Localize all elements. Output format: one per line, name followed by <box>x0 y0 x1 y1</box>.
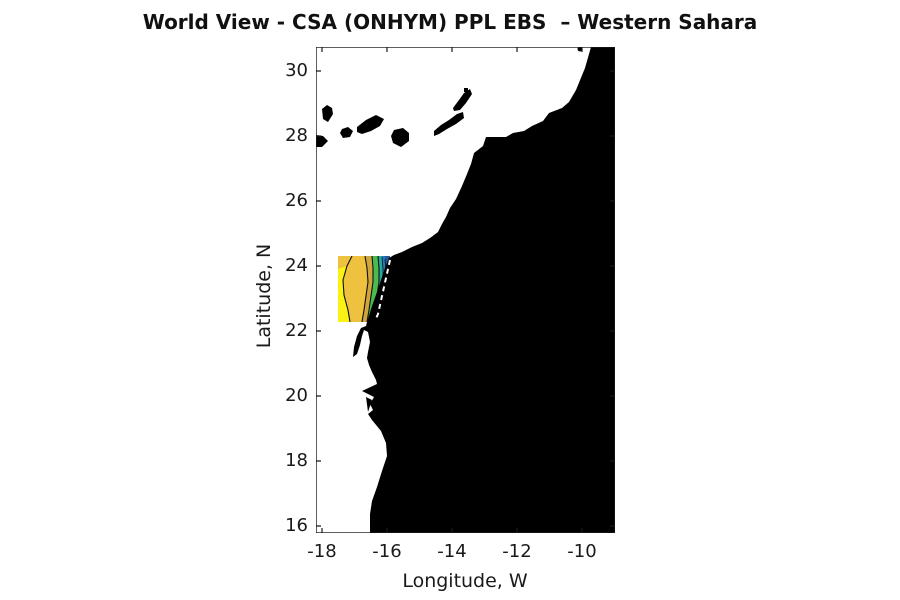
island-tenerife <box>357 115 384 134</box>
x-axis-label: Longitude, W <box>402 570 528 592</box>
island-la-gomera <box>340 127 353 138</box>
y-tick-label: 30 <box>285 60 308 81</box>
island-gran-canaria <box>391 128 409 147</box>
x-tick-label: -16 <box>372 541 402 562</box>
y-tick-label: 20 <box>285 385 308 406</box>
axis-ticks <box>316 47 615 533</box>
islet-offshore <box>577 47 583 52</box>
landmass-africa <box>353 47 615 533</box>
x-tick-label: -14 <box>437 541 467 562</box>
canary-islands <box>316 47 583 147</box>
y-tick-label: 26 <box>285 190 308 211</box>
island-la-graciosa <box>464 88 468 92</box>
island-fuerteventura <box>434 112 464 136</box>
y-tick-label: 16 <box>285 515 308 536</box>
island-la-palma <box>322 105 333 122</box>
island-el-hierro <box>316 135 328 147</box>
y-tick-label: 18 <box>285 450 308 471</box>
island-tidra <box>366 397 372 412</box>
x-tick-label: -18 <box>307 541 337 562</box>
map-plot <box>316 47 615 533</box>
coast-dashed-line <box>374 259 391 322</box>
y-tick-label: 22 <box>285 320 308 341</box>
figure-title: World View - CSA (ONHYM) PPL EBS – Weste… <box>142 10 758 34</box>
island-lanzarote <box>453 89 472 111</box>
y-tick-label: 28 <box>285 125 308 146</box>
y-tick-label: 24 <box>285 255 308 276</box>
x-tick-label: -10 <box>567 541 597 562</box>
y-axis-label: Latitude, N <box>253 243 275 349</box>
x-tick-label: -12 <box>502 541 532 562</box>
